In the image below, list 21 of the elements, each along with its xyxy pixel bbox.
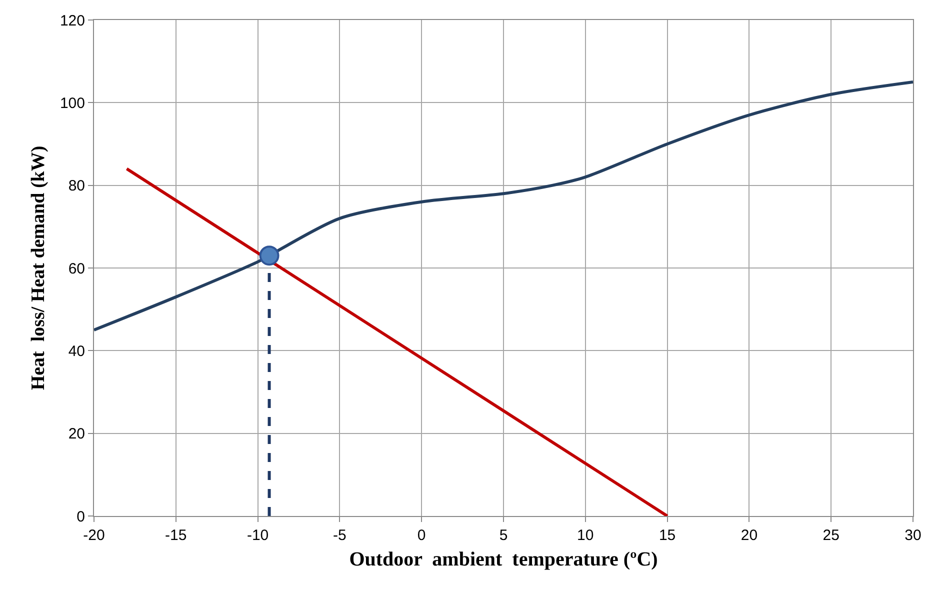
line-series [94,80,913,332]
x-tick-label: 0 [417,527,426,544]
x-axis-title: Outdoor ambient temperature (ºC) [349,548,658,570]
x-tick-label: 10 [577,527,594,544]
y-tick-label: 80 [68,178,85,195]
y-tick-label: 20 [68,426,85,443]
y-axis-title: Heat loss/ Heat demand (kW) [28,146,49,390]
x-tick-label: 30 [904,527,922,544]
y-tick-label: 100 [60,94,85,112]
x-tick-label: -15 [165,527,187,544]
x-tick-label: -20 [83,527,105,544]
x-tick-label: -10 [246,527,269,544]
y-tick-label: 120 [60,12,85,30]
y-tick-label: 40 [68,342,85,360]
x-tick-label: 15 [658,527,676,544]
x-tick-label: 5 [499,527,508,544]
x-tick-label: 25 [822,527,840,544]
y-tick-label: 0 [76,508,85,526]
x-tick-label: 20 [740,527,758,544]
y-tick-label: 60 [68,260,85,278]
x-tick-label: -5 [333,527,346,544]
